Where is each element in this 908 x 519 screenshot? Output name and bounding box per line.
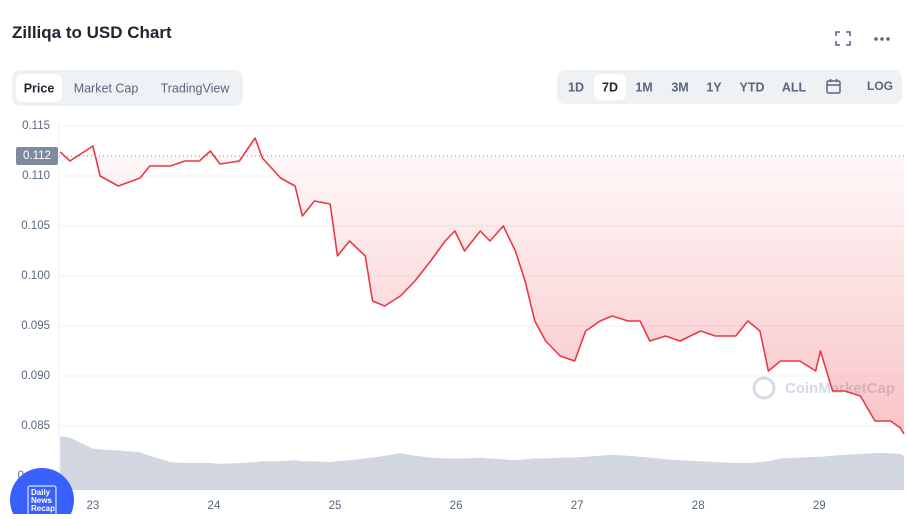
x-tick-label: 29 [813,500,826,512]
range-bar [557,70,902,104]
tab[interactable]: Market Cap [74,81,139,95]
reference-label-bg [16,147,58,165]
news-badge[interactable] [10,468,74,519]
range-button[interactable]: 7D [602,80,618,94]
tab[interactable]: TradingView [161,81,231,95]
y-tick-label: 0.115 [22,120,50,132]
tab-active-bg [16,74,62,102]
price-line [59,137,905,435]
range-button[interactable]: YTD [740,80,765,94]
reference-label: 0.112 [23,150,51,162]
x-tick-label: 27 [571,500,584,512]
y-tick-label: 0.095 [21,320,50,332]
y-tick-label: 0.090 [21,370,50,382]
fullscreen-icon[interactable] [835,31,851,46]
range-button[interactable]: ALL [782,80,807,94]
log-toggle[interactable]: LOG [867,79,893,93]
chart-title: Zilliqa to USD Chart [12,23,172,42]
y-tick-label: 0.105 [21,220,50,232]
y2-tick-label: 0 [18,470,24,482]
volume-area [60,436,905,490]
x-tick-label: 24 [208,500,221,512]
calendar-icon[interactable] [826,79,841,94]
range-button[interactable]: 1D [568,80,584,94]
x-tick-label: 25 [329,500,342,512]
price-area [60,138,905,434]
badge-text: Recap [31,504,55,513]
y-tick-label: 0.110 [22,170,50,182]
more-icon[interactable] [874,37,890,41]
range-button[interactable]: 3M [671,80,688,94]
range-button[interactable]: 1Y [706,80,722,94]
x-tick-label: 28 [692,500,705,512]
badge-text: Daily [31,488,51,497]
watermark-logo [752,376,776,400]
badge-text: News [31,496,52,505]
range-button[interactable]: 1M [635,80,652,94]
x-tick-label: 23 [86,500,99,512]
tab[interactable]: Price [24,81,55,95]
y-tick-label: 0.085 [21,420,50,432]
range-active-bg [594,74,626,100]
y-tick-label: 0.100 [21,270,50,282]
x-tick-label: 26 [450,500,463,512]
tab-bar [12,70,243,106]
